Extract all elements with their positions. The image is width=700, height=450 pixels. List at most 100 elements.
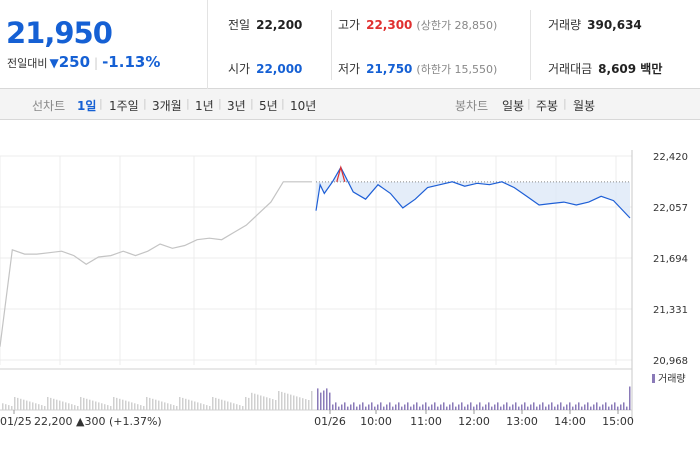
prev-day-price: 22,200 ▲300 (+1.37%) <box>34 415 162 428</box>
volume-bar <box>503 404 505 410</box>
volume-bar <box>83 397 85 410</box>
volume-bar <box>206 405 208 410</box>
volume-bar <box>488 402 490 410</box>
volume-bar <box>494 404 496 410</box>
volume-bar <box>425 402 427 410</box>
chart-toolbar: 선차트 1일 | 1주일 | 3개월 | 1년 | 3년 | 5년 | 10년 … <box>0 89 700 120</box>
candle-weekly-button[interactable]: 주봉 <box>536 99 559 113</box>
period-1y-button[interactable]: 1년 <box>195 99 214 113</box>
volume-bar <box>32 402 34 410</box>
change-amount: 250 <box>58 53 91 71</box>
current-price: 21,950 <box>6 16 113 50</box>
volume-bar <box>134 403 136 410</box>
y-tick-label: 21,694 <box>653 254 688 265</box>
low-cell: 저가 21,750 (하한가 15,550) <box>338 60 497 77</box>
volume-bar <box>518 406 520 410</box>
volume-bar <box>521 404 523 410</box>
turnover-label: 거래대금 <box>548 62 593 76</box>
volume-bar <box>107 405 109 410</box>
volume-bar <box>293 395 295 410</box>
volume-bar <box>170 404 172 410</box>
candle-monthly-button[interactable]: 월봉 <box>573 99 596 113</box>
volume-bar <box>266 397 268 410</box>
above-prev-close-segment <box>336 165 346 182</box>
divider: | <box>218 97 222 110</box>
volume-bar <box>92 400 94 410</box>
volume-bar <box>575 404 577 410</box>
volume-bar <box>104 404 106 410</box>
volume-bar <box>569 402 571 410</box>
volume-bar <box>98 402 100 410</box>
volume-bar <box>296 396 298 410</box>
volume-bar <box>554 406 556 410</box>
volume-bar <box>362 402 364 410</box>
volume-bar <box>317 388 319 410</box>
volume-bar <box>602 404 604 410</box>
volume-bar <box>587 402 589 410</box>
volume-bar <box>572 406 574 410</box>
volume-bar <box>302 398 304 410</box>
volume-bar <box>179 397 181 410</box>
volume-bar <box>404 404 406 410</box>
volume-bar <box>392 406 394 410</box>
volume-bar <box>599 406 601 410</box>
volume-bar <box>173 405 175 410</box>
period-3m-button[interactable]: 3개월 <box>152 99 182 113</box>
x-tick-label: 11:00 <box>410 415 442 428</box>
volume-bar <box>77 406 79 410</box>
period-1d-button[interactable]: 1일 <box>77 99 97 113</box>
volume-bar <box>197 402 199 410</box>
volume-bar <box>380 402 382 410</box>
previous-day-line <box>0 181 312 347</box>
volume-bar <box>479 402 481 410</box>
volume-bar <box>263 396 265 410</box>
volume-bar <box>434 402 436 410</box>
volume-bar <box>38 404 40 410</box>
period-10y-button[interactable]: 10년 <box>290 99 317 113</box>
x-tick-label: 14:00 <box>554 415 586 428</box>
volume-bar <box>200 403 202 410</box>
volume-bar <box>161 401 163 410</box>
divider: | <box>527 97 531 110</box>
volume-bar <box>164 402 166 410</box>
volume-bar <box>530 404 532 410</box>
volume-bar <box>89 399 91 410</box>
volume-bar <box>311 391 313 410</box>
volume-bar <box>176 406 178 410</box>
volume-bar <box>287 393 289 410</box>
volume-bar <box>563 406 565 410</box>
volume-bar <box>539 404 541 410</box>
x-tick-label: 10:00 <box>360 415 392 428</box>
candle-chart-label: 봉차트 <box>455 99 489 113</box>
volume-bar <box>485 404 487 410</box>
volume-bar <box>419 406 421 410</box>
volume-bar <box>113 397 115 410</box>
candle-daily-button[interactable]: 일봉 <box>502 99 525 113</box>
volume-bar <box>116 397 118 410</box>
volume-bar <box>428 406 430 410</box>
prev-close-cell: 전일 22,200 <box>228 16 302 33</box>
divider: | <box>250 97 254 110</box>
change-label: 전일대비 <box>7 57 48 70</box>
volume-bar <box>86 398 88 410</box>
volume-bar <box>59 400 61 410</box>
quote-panel: 21,950 전일대비 ▼250 | -1.13% 전일 22,200 고가 22,300… <box>0 0 700 89</box>
period-3y-button[interactable]: 3년 <box>227 99 246 113</box>
volume-bar <box>371 402 373 410</box>
volume-bar <box>230 402 232 410</box>
volume-bar <box>233 403 235 410</box>
volume-bar <box>332 404 334 410</box>
volume-bar <box>185 398 187 410</box>
volume-bar <box>182 397 184 410</box>
period-5y-button[interactable]: 5년 <box>259 99 278 113</box>
upper-limit: (상한가 28,850) <box>416 19 498 32</box>
volume-bar <box>188 399 190 410</box>
volume-bar <box>476 404 478 410</box>
period-1w-button[interactable]: 1주일 <box>109 99 139 113</box>
volume-bar <box>365 406 367 410</box>
x-tick-label: 13:00 <box>506 415 538 428</box>
volume-bar <box>245 397 247 410</box>
volume-bar <box>623 402 625 410</box>
volume-bar <box>56 399 58 410</box>
volume-bar <box>50 397 52 410</box>
